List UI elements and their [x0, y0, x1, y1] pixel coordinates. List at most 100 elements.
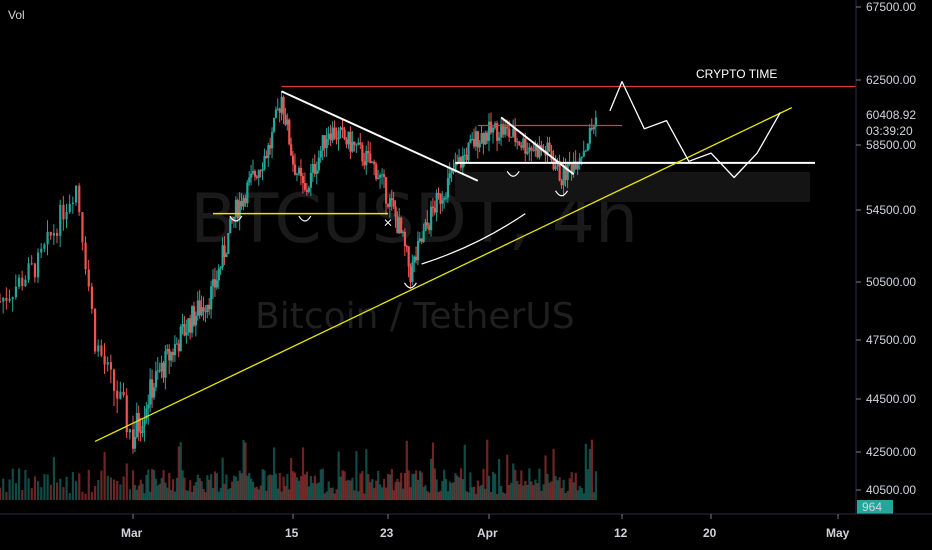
volume-bar: [198, 478, 201, 500]
candle-body: [215, 280, 219, 288]
volume-bar: [448, 481, 451, 500]
volume-bar: [500, 486, 503, 500]
volume-bar: [11, 468, 14, 500]
last-price-tag: 60408.92 03:39:20: [857, 104, 932, 140]
volume-bar: [265, 490, 268, 500]
volume-bar: [401, 488, 405, 500]
candle-body: [141, 425, 144, 433]
candle-body: [59, 204, 62, 236]
volume-bar: [27, 478, 30, 500]
volume-bar: [514, 469, 517, 500]
volume-bar: [359, 473, 362, 500]
time-tick-label: 20: [703, 526, 717, 540]
candle-body: [175, 343, 179, 345]
candle-body: [435, 193, 438, 213]
volume-bar: [331, 487, 334, 500]
volume-bar: [172, 479, 175, 500]
candle-body: [496, 123, 499, 141]
candle-body: [586, 143, 589, 151]
candle-body: [373, 161, 376, 165]
candle-body: [446, 178, 450, 198]
candle-body: [255, 176, 259, 178]
volume-bar: [113, 479, 116, 500]
candle-body: [313, 163, 316, 174]
candle-body: [361, 144, 364, 162]
volume-bar: [164, 482, 167, 500]
candle-body: [367, 150, 370, 154]
candle-body: [359, 142, 362, 145]
candle-body: [232, 216, 236, 221]
price-axis[interactable]: 67500.00 62500.00 58500.00 54500.00 50500.00…: [855, 0, 916, 514]
volume-bar: [327, 481, 330, 500]
candle-body: [467, 143, 470, 161]
candle-body: [430, 206, 433, 231]
candle-body: [536, 144, 539, 158]
volume-bar: [446, 491, 450, 500]
candle-body: [484, 132, 487, 145]
candle-body: [109, 362, 113, 370]
volume-bar: [81, 491, 84, 500]
volume-bar: [170, 489, 173, 500]
candle-body: [147, 404, 150, 409]
candle-body: [327, 133, 330, 139]
candle-body: [27, 263, 30, 280]
volume-bar: [221, 457, 224, 500]
volume-bar: [478, 486, 481, 500]
candle-body: [396, 216, 399, 234]
volume-bar: [125, 463, 128, 500]
candle-body: [162, 362, 165, 378]
candle-body: [392, 200, 395, 207]
candle-body: [473, 138, 476, 147]
candle-body: [198, 300, 201, 316]
candle-body: [582, 151, 585, 157]
candle-body: [295, 173, 299, 175]
volume-bar: [396, 478, 399, 500]
volume-bar: [416, 480, 420, 500]
candle-body: [183, 324, 186, 336]
candle-body: [454, 163, 457, 172]
volume-bar: [162, 470, 165, 500]
volume-bar: [252, 481, 255, 500]
volume-bar: [141, 483, 144, 500]
candle-body: [158, 370, 161, 372]
volume-bar: [253, 487, 257, 500]
volume-bar: [556, 480, 559, 500]
volume-bar: [367, 474, 370, 500]
volume-bar: [488, 475, 491, 500]
candle-body: [480, 133, 483, 143]
volume-bar: [347, 479, 350, 500]
volume-bar: [392, 490, 395, 500]
candle-body: [416, 241, 420, 261]
volume-bar: [191, 491, 194, 500]
candle-body: [62, 204, 65, 220]
volume-bar: [204, 492, 207, 500]
candle-body: [335, 138, 338, 140]
candle-body: [282, 96, 285, 115]
candle-body: [578, 158, 581, 164]
volume-bar: [210, 474, 213, 500]
volume-bar: [371, 478, 374, 500]
candle-body: [49, 231, 52, 236]
candle-body: [383, 174, 386, 178]
candle-body: [43, 244, 46, 249]
candle-body: [250, 173, 253, 178]
volume-bar: [454, 473, 457, 500]
candle-body: [528, 147, 531, 152]
volume-bar: [280, 491, 283, 500]
candle-body: [390, 198, 393, 201]
volume-bar: [154, 478, 158, 500]
candle-body: [474, 131, 478, 147]
volume-bar: [463, 444, 466, 500]
volume-bar: [498, 459, 501, 500]
time-axis[interactable]: Mar 15 23 Apr 12 20 May: [0, 513, 932, 540]
candle-body: [357, 142, 360, 145]
candle-body: [508, 128, 511, 138]
candle-body: [444, 197, 448, 199]
volume-bar: [465, 491, 468, 500]
candle-body: [46, 231, 49, 245]
volume-bar: [30, 488, 33, 500]
candle-body: [331, 127, 334, 141]
candle-body: [265, 155, 268, 158]
